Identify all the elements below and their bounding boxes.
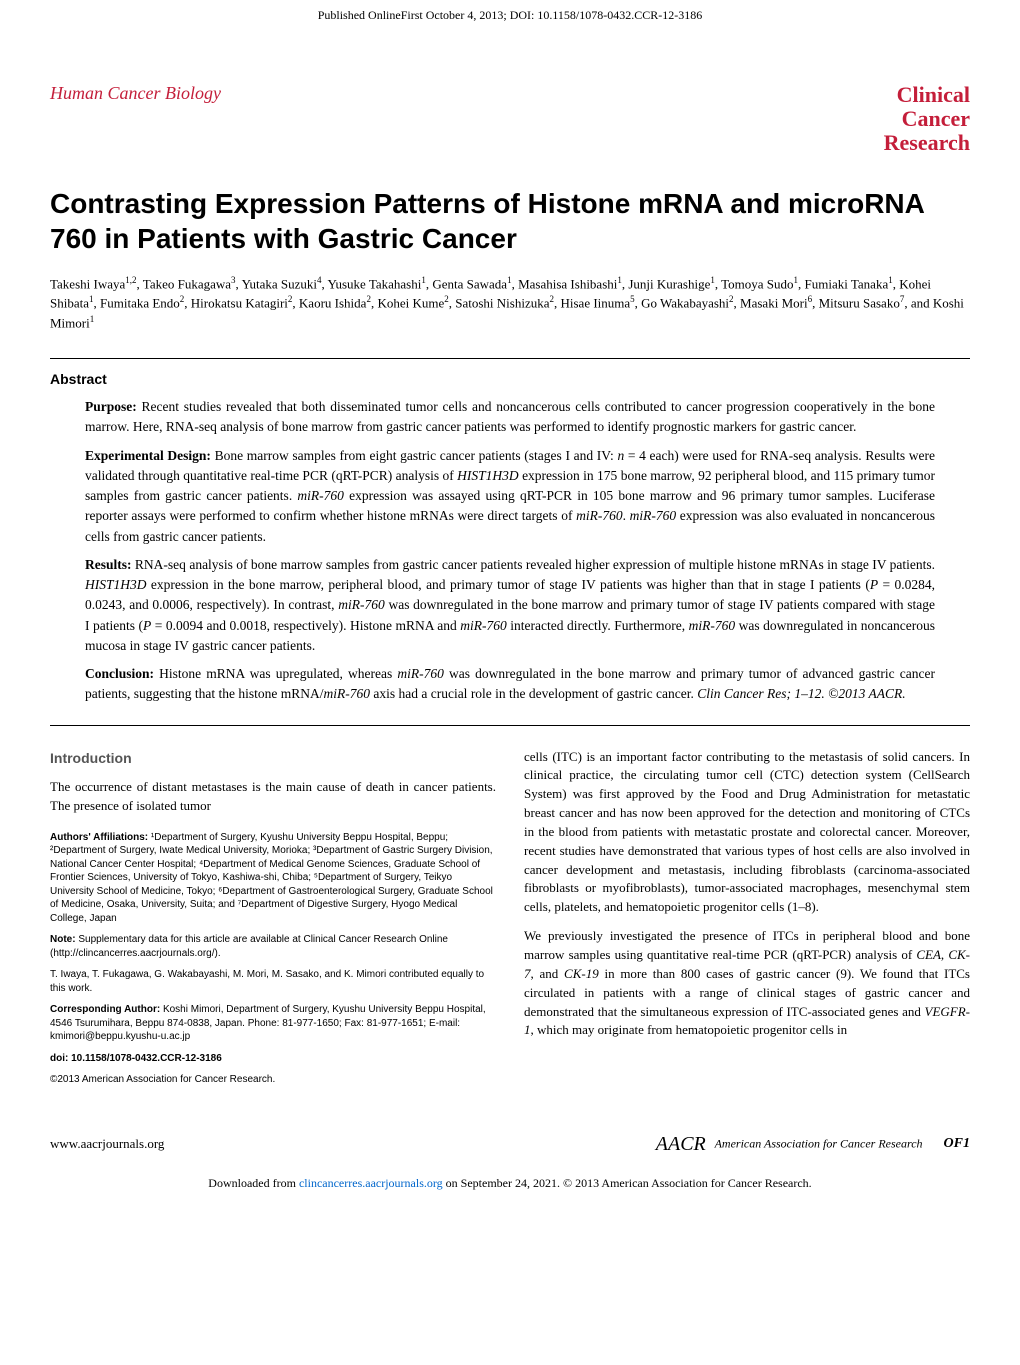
footer-right: AACR American Association for Cancer Res… xyxy=(656,1133,970,1156)
conclusion-text: Histone mRNA was upregulated, whereas mi… xyxy=(85,666,935,701)
journal-line2: Cancer xyxy=(884,107,970,131)
abstract-experimental: Experimental Design: Bone marrow samples… xyxy=(85,446,935,547)
meta-block: Authors' Affiliations: ¹Department of Su… xyxy=(50,831,496,1087)
download-link[interactable]: clincancerres.aacrjournals.org xyxy=(299,1176,443,1190)
abstract-block: Abstract Purpose: Recent studies reveale… xyxy=(50,371,970,705)
divider-bottom xyxy=(50,725,970,726)
footer-org: American Association for Cancer Research xyxy=(715,1136,923,1150)
results-label: Results: xyxy=(85,557,135,572)
aacr-logo: AACR xyxy=(656,1133,706,1155)
left-column: Introduction The occurrence of distant m… xyxy=(50,748,496,1095)
journal-line1: Clinical xyxy=(884,83,970,107)
intro-p2: cells (ITC) is an important factor contr… xyxy=(524,748,970,918)
journal-line3: Research xyxy=(884,131,970,155)
copyright: ©2013 American Association for Cancer Re… xyxy=(50,1073,496,1087)
download-note: Downloaded from clincancerres.aacrjourna… xyxy=(0,1166,1020,1211)
purpose-text: Recent studies revealed that both dissem… xyxy=(85,399,935,434)
publication-line: Published OnlineFirst October 4, 2013; D… xyxy=(0,0,1020,23)
authors-list: Takeshi Iwaya1,2, Takeo Fukagawa3, Yutak… xyxy=(50,274,970,333)
corresponding-author: Corresponding Author: Koshi Mimori, Depa… xyxy=(50,1003,496,1044)
intro-p3: We previously investigated the presence … xyxy=(524,927,970,1040)
download-text2: on September 24, 2021. © 2013 American A… xyxy=(443,1176,812,1190)
abstract-body: Purpose: Recent studies revealed that bo… xyxy=(50,397,970,705)
supplementary-note: Note: Supplementary data for this articl… xyxy=(50,933,496,960)
intro-heading: Introduction xyxy=(50,748,496,768)
download-text1: Downloaded from xyxy=(208,1176,299,1190)
abstract-label: Abstract xyxy=(50,371,970,387)
right-column: cells (ITC) is an important factor contr… xyxy=(524,748,970,1095)
page-container: Human Cancer Biology Clinical Cancer Res… xyxy=(0,43,1020,1125)
footer-row: www.aacrjournals.org AACR American Assoc… xyxy=(0,1125,1020,1166)
contributed-equally: T. Iwaya, T. Fukagawa, G. Wakabayashi, M… xyxy=(50,968,496,995)
abstract-results: Results: RNA-seq analysis of bone marrow… xyxy=(85,555,935,656)
abstract-conclusion: Conclusion: Histone mRNA was upregulated… xyxy=(85,664,935,705)
section-label: Human Cancer Biology xyxy=(50,83,221,104)
doi: doi: 10.1158/1078-0432.CCR-12-3186 xyxy=(50,1052,496,1066)
conclusion-label: Conclusion: xyxy=(85,666,159,681)
header-row: Human Cancer Biology Clinical Cancer Res… xyxy=(50,83,970,156)
journal-logo: Clinical Cancer Research xyxy=(884,83,970,156)
affiliations: Authors' Affiliations: ¹Department of Su… xyxy=(50,831,496,926)
footer-url: www.aacrjournals.org xyxy=(50,1136,164,1152)
divider-top xyxy=(50,358,970,359)
article-title: Contrasting Expression Patterns of Histo… xyxy=(50,186,970,256)
intro-p1: The occurrence of distant metastases is … xyxy=(50,778,496,816)
experimental-label: Experimental Design: xyxy=(85,448,215,463)
two-column-body: Introduction The occurrence of distant m… xyxy=(50,748,970,1095)
results-text: RNA-seq analysis of bone marrow samples … xyxy=(85,557,935,653)
abstract-purpose: Purpose: Recent studies revealed that bo… xyxy=(85,397,935,438)
page-number: OF1 xyxy=(944,1136,970,1151)
purpose-label: Purpose: xyxy=(85,399,142,414)
